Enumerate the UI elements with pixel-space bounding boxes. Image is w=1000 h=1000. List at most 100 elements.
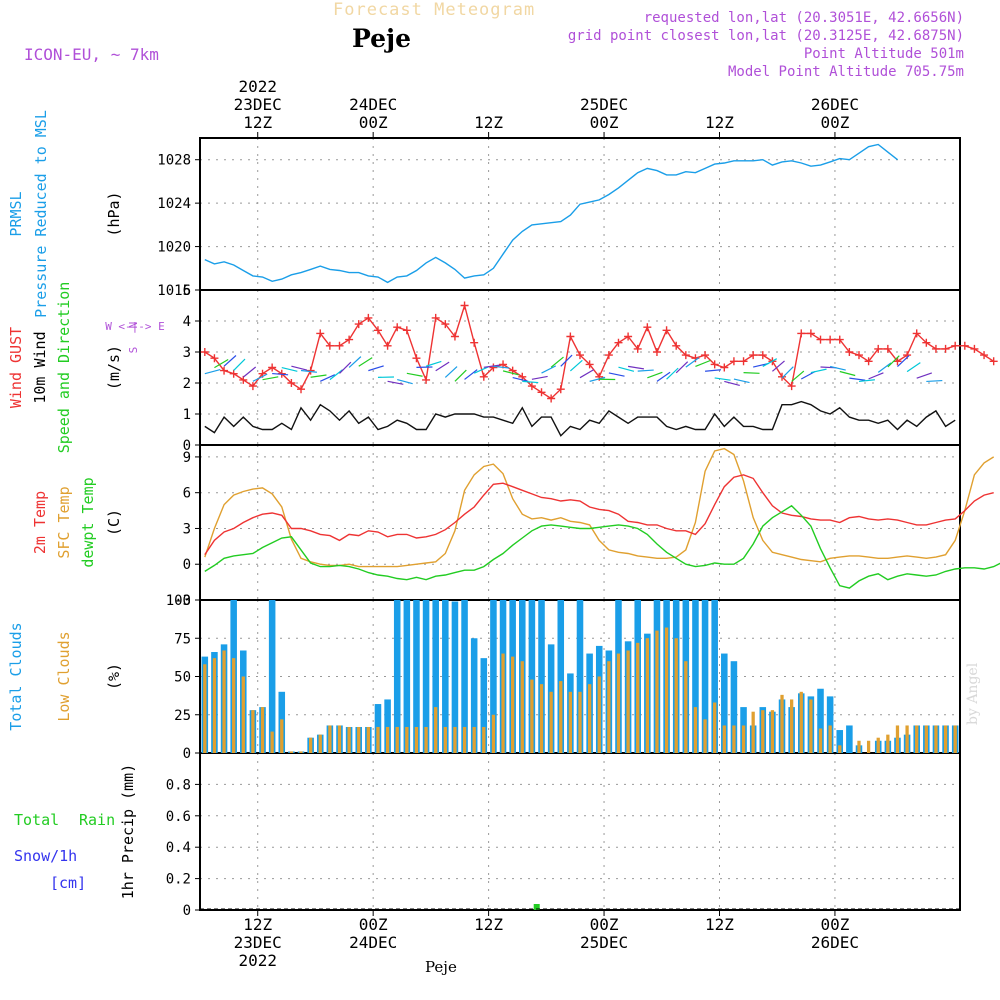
wind-gust-point <box>200 348 209 356</box>
low-clouds-bar <box>790 699 794 753</box>
wind-gust-point <box>701 351 710 360</box>
total-clouds-bar <box>538 600 545 753</box>
wind-direction-arrow <box>454 369 467 382</box>
wind-gust-point <box>739 357 748 366</box>
wind-direction-arrow <box>262 376 279 381</box>
compass-south: S <box>127 347 140 354</box>
time-label-top: 00Z <box>359 113 388 132</box>
time-label-top: 12Z <box>705 113 734 132</box>
y-tick-label: 5 <box>183 283 191 299</box>
low-clouds-bar <box>597 676 601 753</box>
wind-gust-point <box>729 357 738 366</box>
wind-gust-point <box>845 348 854 356</box>
low-clouds-bar <box>751 711 755 753</box>
wind-gust-point <box>797 329 806 338</box>
compass-west-east: W <-|-> E <box>105 320 165 333</box>
wind-gust-point <box>268 363 277 372</box>
wind-gust-point <box>624 332 633 341</box>
wind-gust-point <box>720 363 729 372</box>
wind-direction-arrow <box>685 357 700 368</box>
low-clouds-bar <box>328 725 332 753</box>
wind-gust-point <box>758 351 767 360</box>
wind-direction-arrow <box>204 368 221 375</box>
total-clouds-bar <box>461 600 468 753</box>
y-axis-label: (C) <box>105 509 123 536</box>
time-label-bottom: 00Z <box>359 915 388 934</box>
legend-total: Total <box>14 811 59 829</box>
wind-gust-point <box>854 351 863 360</box>
low-clouds-bar <box>289 751 294 753</box>
low-clouds-bar <box>866 740 871 753</box>
wind-gust-point <box>383 341 392 350</box>
y-tick-label: 3 <box>183 345 191 361</box>
low-clouds-bar <box>664 627 669 753</box>
point-altitude: Point Altitude 501m <box>803 46 964 62</box>
wind-gust-point <box>364 313 373 322</box>
wind-direction-arrow <box>705 369 722 372</box>
y-tick-label: 75 <box>174 631 191 647</box>
time-label-top: 12Z <box>243 113 272 132</box>
low-clouds-bar <box>308 737 313 753</box>
y-tick-label: 0 <box>183 746 191 762</box>
wind-direction-arrow <box>339 361 352 374</box>
y-tick-label: 1016 <box>157 283 191 299</box>
low-clouds-bar <box>434 707 438 753</box>
total-clouds-bar <box>432 600 439 753</box>
wind-gust-point <box>614 338 623 347</box>
wind-direction-arrow <box>522 380 539 384</box>
time-label-top: 25DEC <box>580 95 628 114</box>
wind-gust-point <box>980 351 989 360</box>
compass-north: N <box>127 322 140 329</box>
y-tick-label: 0 <box>183 903 191 919</box>
low-clouds-bar <box>482 726 486 753</box>
wind-direction-arrow <box>291 365 308 371</box>
low-clouds-bar <box>626 650 630 753</box>
legend-snow: Snow/1h <box>14 847 77 865</box>
wind-direction-arrow <box>887 355 900 368</box>
y-tick-label: 0 <box>183 557 191 573</box>
wind-gust-point <box>662 326 671 335</box>
total-clouds-bar <box>701 600 709 753</box>
wind-direction-arrow <box>252 373 268 382</box>
wind-direction-arrow <box>560 354 573 367</box>
wind-direction-arrow <box>512 377 529 382</box>
wind-direction-arrow <box>425 360 442 367</box>
wind-direction-arrow <box>608 372 625 377</box>
wind-gust-point <box>652 348 661 356</box>
wind-direction-arrow <box>223 355 237 367</box>
wind-gust-point <box>220 366 229 375</box>
low-clouds-bar <box>741 725 746 753</box>
low-clouds-bar <box>251 710 255 753</box>
wind-gust-point <box>787 382 796 391</box>
time-label-bottom: 26DEC <box>811 933 859 952</box>
low-clouds-bar <box>559 681 563 753</box>
wind-direction-arrow <box>406 372 423 377</box>
low-clouds-bar <box>385 726 390 753</box>
wind-gust-point <box>402 326 411 335</box>
total-clouds-bar <box>721 653 728 753</box>
wind-direction-arrow <box>810 368 827 374</box>
panel-frame <box>199 137 961 291</box>
total-clouds-bar <box>470 638 478 753</box>
y-tick-label: 1028 <box>157 153 191 169</box>
low-clouds-bar <box>607 661 611 753</box>
total-clouds-bar <box>692 600 699 753</box>
wind-gust-point <box>989 357 998 366</box>
low-clouds-bar <box>260 707 265 753</box>
total-clouds-bar <box>817 688 824 753</box>
low-clouds-bar <box>357 726 361 753</box>
y-tick-label: -3 <box>174 593 191 609</box>
y-tick-label: 0 <box>183 438 191 454</box>
wind-gust-point <box>778 372 787 381</box>
low-clouds-bar <box>299 751 303 753</box>
wind-gust-point <box>354 320 363 329</box>
time-label-bottom: 00Z <box>820 915 849 934</box>
y-tick-label: 6 <box>183 486 191 502</box>
time-label-bottom: 23DEC <box>234 933 282 952</box>
y-axis-label: 1hr Precip (mm) <box>119 764 137 899</box>
wind-direction-arrow <box>368 365 384 372</box>
total-clouds-bar <box>826 696 834 753</box>
low-clouds-bar <box>530 679 534 753</box>
wind-gust-point <box>816 335 825 344</box>
side-label: Speed and Direction <box>55 282 73 454</box>
